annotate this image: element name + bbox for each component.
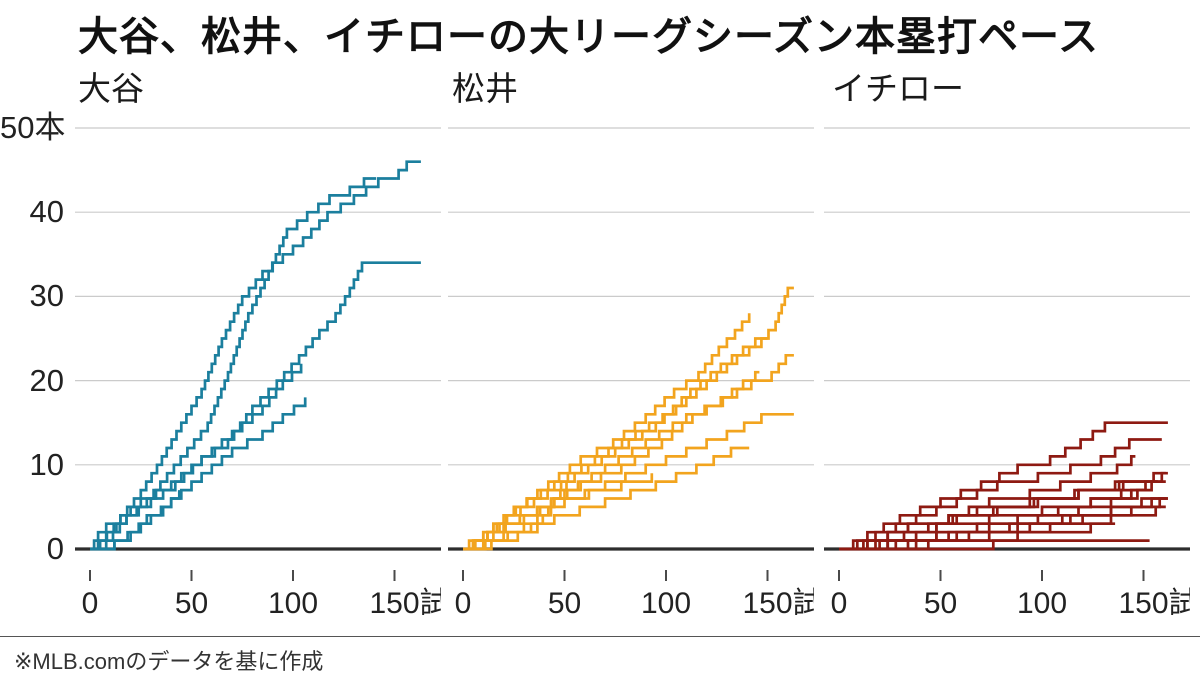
y-axis-label: 10 — [29, 446, 64, 482]
x-tick-label: 50 — [924, 587, 957, 620]
series-line-31本/163試合 — [463, 286, 794, 551]
series-line-21本/146試合 — [463, 370, 760, 551]
panel-header-matsui: 松井 — [452, 70, 518, 107]
series-line-34本/163試合 — [90, 261, 421, 551]
matsui-pace-chart: 0 50 100 150試合 — [448, 127, 814, 620]
x-tick-label: 0 — [455, 587, 472, 620]
y-axis-label: 40 — [29, 194, 64, 230]
x-tick-label: 0 — [82, 587, 99, 620]
y-axis-label: 0 — [46, 531, 64, 566]
x-tick-label: 150試合 — [742, 587, 814, 620]
series-line-15本/162試合 — [839, 421, 1168, 551]
y-axis-label: 50本 — [0, 110, 66, 145]
page-title: 大谷、松井、イチローの大リーグシーズン本塁打ペース — [78, 15, 1099, 59]
x-tick-label: 100 — [641, 587, 691, 620]
x-tick-label: 150試合 — [369, 587, 441, 620]
series-line-23本/163試合 — [463, 353, 794, 551]
y-axis-labels: 50本 40 30 20 10 0 — [0, 0, 66, 620]
series-line-25本/150試合 — [463, 337, 768, 551]
series-line-7本/150試合 — [839, 488, 1144, 551]
y-axis-label: 20 — [29, 362, 64, 398]
panel-header-ohtani: 大谷 — [78, 70, 144, 107]
series-line-18本/106試合 — [90, 397, 307, 551]
ohtani-pace-chart: 0 50 100 150試合 — [75, 127, 441, 620]
series-line-9本/161試合 — [839, 471, 1166, 551]
series-line-13本/159試合 — [839, 438, 1162, 551]
series-line-5本/161試合 — [839, 505, 1166, 551]
series-line-28本/141試合 — [463, 313, 751, 551]
series-line-9本/93試合 — [463, 473, 654, 551]
x-tick-label: 0 — [831, 587, 848, 620]
series-line-44本/141試合 — [90, 177, 377, 551]
ichiro-pace-chart: 0 50 100 150試合 — [824, 127, 1190, 620]
panel-header-ichiro: イチロー — [832, 70, 964, 107]
series-line-46本/163試合 — [90, 160, 421, 551]
x-tick-label: 150試合 — [1118, 587, 1190, 620]
series-line-12本/141試合 — [463, 446, 750, 551]
y-axis-label: 30 — [29, 278, 64, 314]
series-line-7本/44試合 — [90, 490, 181, 551]
series-line-3本/136試合 — [839, 522, 1116, 551]
x-tick-label: 100 — [268, 587, 318, 620]
x-tick-label: 50 — [548, 587, 581, 620]
source-note: ※MLB.comのデータを基に作成 — [14, 649, 324, 674]
footer: ※MLB.comのデータを基に作成 — [0, 636, 1200, 675]
x-tick-label: 100 — [1017, 587, 1067, 620]
series-line-2本/34試合 — [463, 530, 532, 551]
series-line-16本/163試合 — [463, 412, 794, 551]
x-tick-label: 50 — [175, 587, 208, 620]
series-line-11本/146試合 — [839, 455, 1136, 551]
